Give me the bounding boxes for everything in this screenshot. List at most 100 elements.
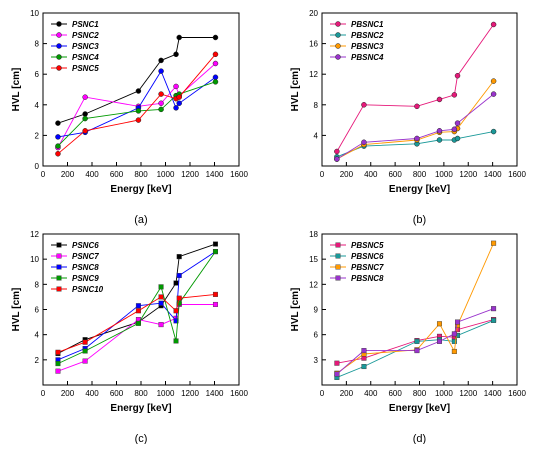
data-point <box>173 105 179 111</box>
chart-panel-2: 0 200 400 600 800 1000 1200 1400 1600 4 8 12 16 20 Ene… <box>290 9 526 226</box>
legend-marker <box>56 264 62 270</box>
data-point <box>158 57 164 64</box>
x-tick-label: 1000 <box>435 389 453 398</box>
x-tick-label: 600 <box>110 389 124 398</box>
x-axis-title: Energy [keV] <box>110 403 171 414</box>
y-tick-label: 6 <box>35 306 40 315</box>
legend-label: PSNC2 <box>72 31 99 40</box>
x-tick-label: 600 <box>388 170 402 179</box>
data-point <box>490 78 497 84</box>
data-point <box>135 88 142 94</box>
x-tick-label: 1400 <box>206 389 224 398</box>
data-point <box>176 254 182 260</box>
y-tick-label: 8 <box>314 101 319 110</box>
legend-label: PBSNC7 <box>351 263 384 272</box>
y-tick-label: 2 <box>35 131 40 140</box>
data-point <box>158 322 164 328</box>
data-point <box>173 83 179 90</box>
series-PSNC9 <box>55 249 218 367</box>
data-point <box>176 34 182 41</box>
data-point <box>436 128 443 134</box>
series-PBSNC8 <box>334 306 497 377</box>
chart-panel-4: 0 200 400 600 800 1000 1200 1400 1600 3 6 9 12 15 18 En… <box>290 230 526 445</box>
x-tick-label: 800 <box>413 170 427 179</box>
series-line <box>57 304 216 372</box>
y-tick-label: 6 <box>314 331 319 340</box>
data-point <box>135 320 141 326</box>
data-point <box>176 300 182 306</box>
data-point <box>55 361 61 367</box>
data-point <box>176 295 182 301</box>
legend-label: PSNC7 <box>72 252 99 261</box>
legend: PSNC1 PSNC2 PSNC3 PSNC4 PSNC5 <box>51 20 99 73</box>
legend-label: PBSNC6 <box>351 252 384 261</box>
x-tick-label: 200 <box>340 389 354 398</box>
x-tick-label: 0 <box>41 389 46 398</box>
data-point <box>212 291 218 297</box>
legend-label: PSNC8 <box>72 263 99 272</box>
y-tick-label: 16 <box>309 40 318 49</box>
data-point <box>173 338 179 344</box>
legend-label: PBSNC1 <box>351 20 384 29</box>
legend-label: PSNC3 <box>72 42 99 51</box>
legend-marker <box>56 21 62 27</box>
data-point <box>454 120 461 126</box>
series-line <box>336 93 494 160</box>
data-point <box>414 103 420 110</box>
y-tick-label: 12 <box>30 230 39 239</box>
series-PSNC5 <box>55 51 219 157</box>
data-point <box>135 303 141 309</box>
panel-label: (d) <box>413 433 426 444</box>
data-point <box>55 134 61 140</box>
y-tick-label: 20 <box>309 9 318 18</box>
y-tick-label: 12 <box>309 280 318 289</box>
data-point <box>135 308 141 314</box>
panel-label: (b) <box>413 214 426 226</box>
x-tick-label: 0 <box>41 170 46 179</box>
x-tick-label: 1400 <box>206 170 224 179</box>
x-tick-label: 600 <box>388 389 402 398</box>
data-point <box>55 120 61 126</box>
legend-marker <box>56 242 62 248</box>
x-tick-label: 1000 <box>157 389 175 398</box>
data-point <box>334 371 340 377</box>
legend-marker <box>56 253 62 259</box>
data-point <box>334 156 340 162</box>
data-point <box>212 60 219 67</box>
data-point <box>490 91 497 97</box>
y-tick-label: 9 <box>314 306 319 315</box>
data-point <box>173 51 179 58</box>
data-point <box>361 355 367 361</box>
legend-label: PBSNC3 <box>351 42 384 51</box>
data-point <box>451 348 457 354</box>
legend-label: PSNC5 <box>72 64 99 73</box>
data-point <box>451 126 458 133</box>
y-axis-title: HVL [cm] <box>11 68 22 112</box>
panel-label: (a) <box>134 214 147 226</box>
data-point <box>82 339 88 345</box>
y-tick-label: 15 <box>309 255 318 264</box>
x-tick-label: 1200 <box>181 170 199 179</box>
legend-label: PSNC9 <box>72 274 99 283</box>
legend-marker <box>56 275 62 281</box>
data-point <box>135 117 142 123</box>
x-tick-label: 0 <box>320 170 325 179</box>
data-point <box>82 115 88 122</box>
x-tick-label: 1400 <box>484 170 502 179</box>
x-tick-label: 400 <box>364 170 378 179</box>
data-point <box>334 360 340 366</box>
legend-marker <box>335 264 341 270</box>
x-tick-label: 400 <box>85 389 99 398</box>
data-point <box>212 241 218 247</box>
data-point <box>436 96 443 103</box>
data-point <box>158 294 164 300</box>
data-point <box>334 148 340 155</box>
x-axis-title: Energy [keV] <box>110 184 171 195</box>
x-tick-label: 800 <box>134 170 148 179</box>
data-point <box>212 74 219 81</box>
data-point <box>436 321 442 327</box>
data-point <box>55 349 61 355</box>
x-tick-label: 800 <box>134 389 148 398</box>
data-point <box>490 128 497 135</box>
legend-marker <box>335 242 341 248</box>
